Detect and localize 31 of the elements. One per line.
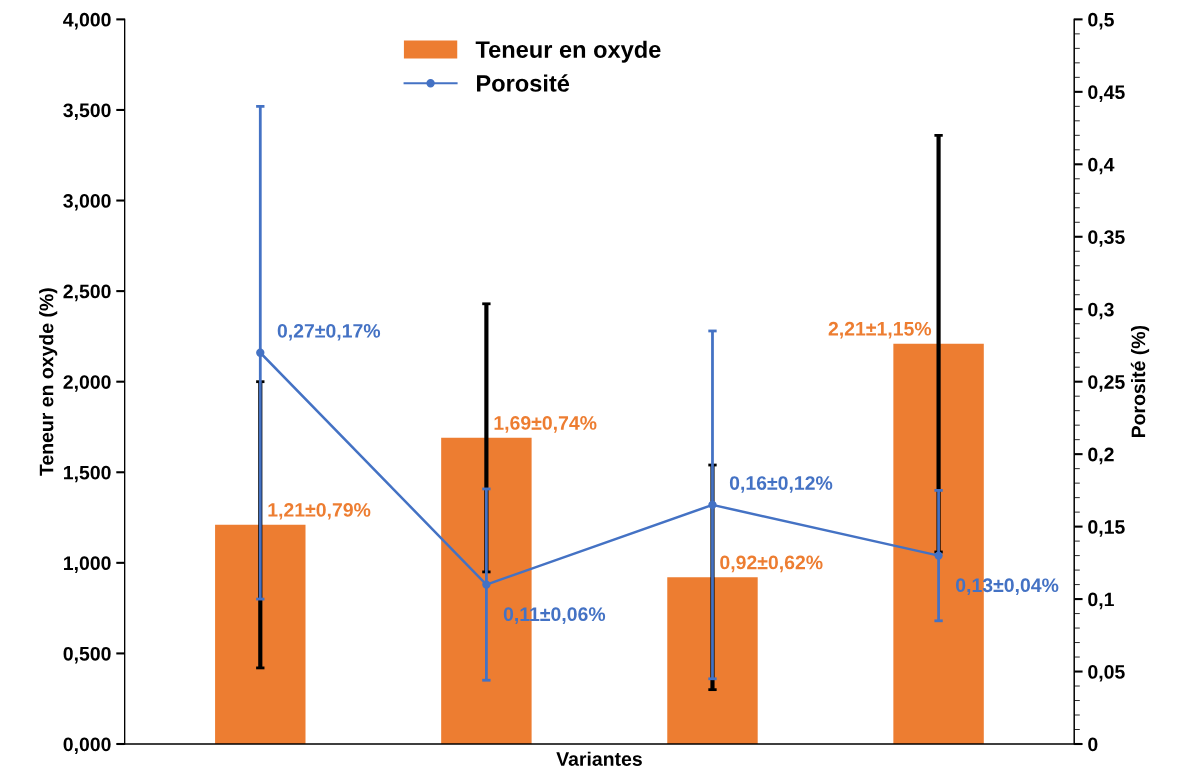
y2-tick-label: 0,3 xyxy=(1088,302,1114,320)
y-tick-label: 0,000 xyxy=(63,737,111,755)
y-tick-label: 1,500 xyxy=(64,465,111,483)
y2-tick-label: 0,15 xyxy=(1088,520,1125,537)
y-tick-label: 3,000 xyxy=(63,194,111,211)
y2-axis-title: Porosité (%) xyxy=(1130,325,1150,438)
data-label: 2,21±1,15% xyxy=(828,321,932,339)
y-tick-label: 2,500 xyxy=(63,284,111,302)
y2-tick-label: 0,35 xyxy=(1088,230,1125,247)
legend-label: Teneur en oxyde xyxy=(475,40,661,63)
y2-tick-label: 0 xyxy=(1088,737,1098,752)
data-label: 1,21±0,79% xyxy=(268,503,371,520)
y2-tick-label: 0,45 xyxy=(1088,85,1125,102)
data-label: 1,69±0,74% xyxy=(494,416,597,433)
y-tick-label: 0,500 xyxy=(63,646,111,664)
y2-tick-label: 0,1 xyxy=(1088,592,1114,610)
y2-tick-label: 0,5 xyxy=(1088,12,1114,30)
legend-label: Porosité xyxy=(477,74,570,92)
data-label: 0,27±0,17% xyxy=(277,323,381,341)
data-label: 0,92±0,62% xyxy=(720,555,823,573)
y2-tick-label: 0,25 xyxy=(1088,375,1125,392)
x-axis-title: Variantes xyxy=(556,751,642,766)
y-tick-label: 4,000 xyxy=(63,12,111,30)
y2-tick-label: 0,2 xyxy=(1088,447,1114,465)
y2-tick-label: 0,4 xyxy=(1088,157,1115,175)
y-tick-label: 2,000 xyxy=(63,375,111,392)
y-axis-title: Teneur en oxyde (%) xyxy=(39,288,58,476)
y2-tick-label: 0,05 xyxy=(1088,665,1125,682)
y-tick-label: 1,000 xyxy=(64,556,111,573)
data-label: 0,16±0,12% xyxy=(729,476,833,493)
y-tick-label: 3,500 xyxy=(63,103,111,121)
